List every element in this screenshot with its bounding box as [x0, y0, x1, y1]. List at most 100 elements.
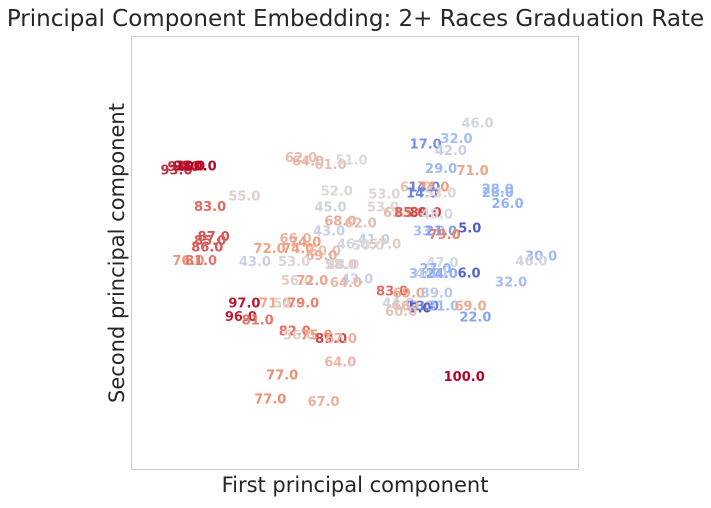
point-label: 39.0	[421, 287, 453, 302]
point-label: 60.0	[392, 299, 424, 314]
point-label: 42.0	[435, 144, 467, 159]
point-label: 26.0	[492, 197, 524, 212]
point-label: 28.0	[482, 186, 514, 201]
point-label: 58.0	[325, 258, 357, 273]
point-label: 31.0	[409, 267, 441, 282]
point-label: 46.0	[461, 117, 493, 132]
point-label: 6.0	[458, 266, 481, 281]
point-label: 51.0	[335, 154, 367, 169]
x-axis-label: First principal component	[221, 473, 489, 497]
point-label: 41.0	[358, 233, 390, 248]
point-label: 52.0	[321, 185, 353, 200]
point-label: 56.0	[281, 274, 313, 289]
point-label: 79.0	[287, 297, 319, 312]
point-label: 66.0	[279, 232, 311, 247]
point-label: 86.0	[191, 241, 223, 256]
point-label: 5.0	[409, 301, 432, 316]
point-label: 62.0	[345, 217, 377, 232]
point-label: 69.0	[305, 249, 337, 264]
y-axis-label: Second principal component	[105, 103, 129, 403]
point-label: 17.0	[410, 138, 442, 153]
point-label: 60.0	[385, 305, 417, 320]
point-label: 57.0	[369, 238, 401, 253]
point-label: 33.0	[413, 224, 445, 239]
point-label: 89.0	[315, 332, 347, 347]
point-label: 83.0	[376, 285, 408, 300]
point-label: 44.0	[382, 297, 414, 312]
point-label: 14.0	[408, 180, 440, 195]
point-label: 68.0	[324, 215, 356, 230]
point-label: 44.0	[415, 267, 447, 282]
point-label: 64.0	[324, 355, 356, 370]
point-label: 53.0	[368, 187, 400, 202]
point-label: 82.0	[279, 325, 311, 340]
point-label: 31.0	[427, 299, 459, 314]
point-label: 100.0	[444, 370, 485, 385]
point-label: 77.0	[254, 392, 286, 407]
point-label: 53.0	[367, 201, 399, 216]
point-label: 61.0	[314, 158, 346, 173]
point-label: 47.0	[426, 256, 458, 271]
point-label: 64.0	[330, 276, 362, 291]
point-label: 75.0	[300, 329, 332, 344]
point-label: 21.0	[425, 224, 457, 239]
point-label: 32.0	[495, 276, 527, 291]
point-label: 64.0	[292, 154, 324, 169]
point-label: 85.0	[394, 206, 426, 221]
point-label: 32.0	[440, 132, 472, 147]
point-label: 79.0	[429, 228, 461, 243]
point-label: 89.0	[410, 206, 442, 221]
point-label: 72.0	[254, 242, 286, 257]
point-label: 13.0	[407, 299, 439, 314]
point-label: 87.0	[198, 230, 230, 245]
point-label: 71.0	[457, 164, 489, 179]
point-label: 83.0	[194, 200, 226, 215]
point-label: 53.0	[424, 187, 456, 202]
plot-frame	[131, 36, 579, 470]
point-label: 81.0	[242, 313, 274, 328]
point-label: 61.0	[400, 180, 432, 195]
point-label: 60.0	[309, 245, 341, 260]
point-label: 48.0	[421, 208, 453, 223]
point-label: 69.0	[393, 287, 425, 302]
point-label: 29.0	[425, 162, 457, 177]
point-label: 27.0	[419, 262, 451, 277]
point-label: 56.0	[283, 329, 315, 344]
point-label: 5.0	[458, 222, 481, 237]
point-label: 63.0	[383, 206, 415, 221]
point-label: 85.0	[194, 234, 226, 249]
point-label: 14.0	[406, 187, 438, 202]
point-label: 76.0	[172, 254, 204, 269]
point-label: 28.0	[482, 182, 514, 197]
point-label: 55.0	[228, 189, 260, 204]
chart-title: Principal Component Embedding: 2+ Races …	[6, 6, 705, 32]
point-label: 46.0	[337, 238, 369, 253]
point-label: 71.0	[259, 297, 291, 312]
point-label: 77.0	[266, 369, 298, 384]
point-label: 81.0	[185, 254, 217, 269]
point-label: 97.0	[228, 297, 260, 312]
point-label: 96.0	[225, 310, 257, 325]
point-label: 67.0	[307, 395, 339, 410]
point-label: 67.0	[325, 332, 357, 347]
point-label: 43.0	[341, 273, 373, 288]
point-label: 30.0	[525, 250, 557, 265]
point-label: 43.0	[313, 224, 345, 239]
point-label: 100.0	[176, 159, 217, 174]
point-label: 62.0	[401, 299, 433, 314]
point-label: 43.0	[239, 255, 271, 270]
point-label: 53.0	[278, 255, 310, 270]
point-label: 74.0	[289, 236, 321, 251]
point-label: 69.0	[454, 299, 486, 314]
point-label: 62.0	[285, 151, 317, 166]
point-label: 94.0	[167, 160, 199, 175]
point-labels: 93.094.098.0100.062.064.061.051.046.032.…	[160, 117, 557, 411]
point-label: 54.0	[273, 297, 305, 312]
point-label: 48.0	[327, 258, 359, 273]
point-label: 45.0	[314, 201, 346, 216]
point-label: 72.0	[296, 274, 328, 289]
point-label: 24.0	[426, 267, 458, 282]
point-label: 50.0	[352, 239, 384, 254]
point-label: 74.0	[282, 242, 314, 257]
